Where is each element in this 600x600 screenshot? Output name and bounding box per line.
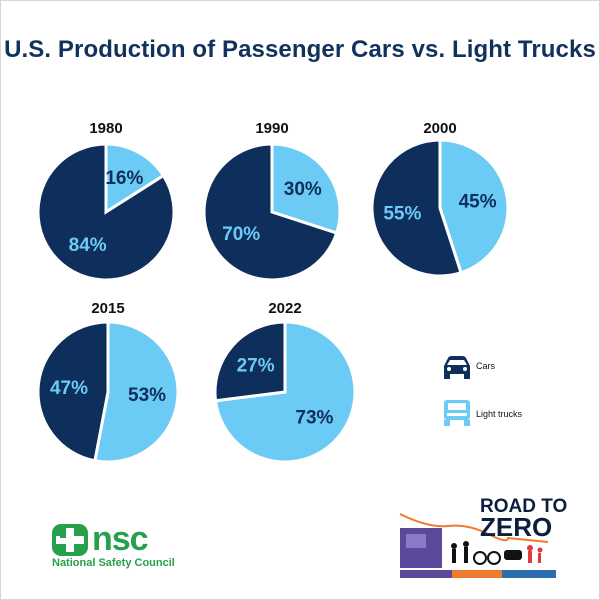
cars-pct-label-2000: 55% <box>383 203 421 224</box>
cars-pct-label-2022: 27% <box>237 356 275 377</box>
cars-slice-1990 <box>202 142 339 282</box>
trucks-slice-2000 <box>438 138 510 275</box>
year-label-1990: 1990 <box>255 120 288 137</box>
year-label-2000: 2000 <box>423 120 456 137</box>
cars-slice-1980 <box>36 142 176 282</box>
pie-2022: 73% 27% 2022 <box>213 300 357 464</box>
pie-2015: 53% 47% 2015 <box>36 300 180 464</box>
trucks-slice-2015 <box>93 320 180 464</box>
legend-trucks-swatch <box>444 400 470 426</box>
trucks-pct-label-2022: 73% <box>295 407 333 428</box>
road-to-zero-line2: ZERO <box>480 512 553 542</box>
year-label-2015: 2015 <box>91 300 124 317</box>
trucks-pct-label-1990: 30% <box>284 179 322 200</box>
nsc-logo-icon <box>52 524 88 556</box>
year-label-1980: 1980 <box>89 120 122 137</box>
year-label-2022: 2022 <box>268 300 301 317</box>
pie-1990: 30% 70% 1990 <box>202 120 342 282</box>
nsc-logo-wordmark: nsc <box>92 520 149 558</box>
trucks-pct-label-1980: 16% <box>105 168 143 189</box>
car-icon <box>444 356 470 379</box>
cars-pct-label-2015: 47% <box>50 378 88 399</box>
cars-slice-2022 <box>213 320 287 403</box>
legend-cars-swatch <box>444 356 470 379</box>
trucks-pct-label-2015: 53% <box>128 385 166 406</box>
chart-title: U.S. Production of Passenger Cars vs. Li… <box>4 36 596 63</box>
pie-1980: 16% 84% 1980 <box>36 120 176 282</box>
cars-pct-label-1980: 84% <box>69 235 107 256</box>
trucks-pct-label-2000: 45% <box>459 192 497 213</box>
cars-pct-label-1990: 70% <box>222 224 260 245</box>
road-to-zero-line1: ROAD TO <box>480 496 568 517</box>
pie-2000: 45% 55% 2000 <box>370 120 510 278</box>
nsc-logo-subtitle: National Safety Council <box>52 557 175 569</box>
trucks-slice-1980 <box>104 142 166 215</box>
cars-slice-2000 <box>370 138 463 278</box>
trucks-slice-1990 <box>270 142 342 235</box>
legend-trucks-label: Light trucks <box>476 409 523 419</box>
legend-cars-label: Cars <box>476 361 496 371</box>
road-to-zero-logo <box>399 513 556 578</box>
cars-slice-2015 <box>36 320 110 463</box>
truck-icon <box>444 400 470 426</box>
